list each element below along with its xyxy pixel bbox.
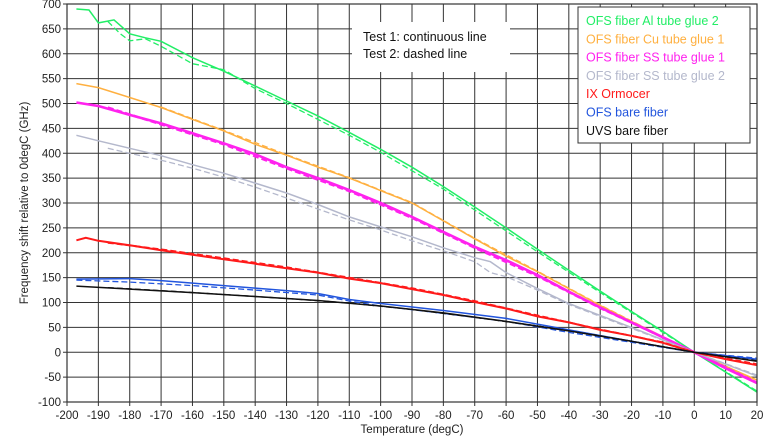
legend-entry: OFS fiber SS tube glue 1	[586, 51, 725, 65]
x-tick-label: -180	[118, 410, 141, 422]
x-tick-label: -50	[529, 410, 546, 422]
y-tick-label: 550	[42, 74, 61, 86]
series-line-test1-2	[76, 101, 758, 385]
x-tick-label: -10	[655, 410, 672, 422]
legend-entry: OFS bare fiber	[586, 106, 668, 120]
legend-entry: IX Ormocer	[586, 87, 650, 101]
x-tick-label: -160	[181, 410, 204, 422]
x-tick-label: -130	[275, 410, 298, 422]
series-line-test2-3	[107, 147, 758, 376]
x-tick-label: -20	[623, 410, 640, 422]
x-tick-label: -120	[306, 410, 329, 422]
note-test2: Test 2: dashed line	[363, 47, 467, 61]
y-tick-label: 250	[42, 223, 61, 235]
x-tick-label: -200	[55, 410, 78, 422]
x-tick-label: -100	[369, 410, 392, 422]
legend-entry: OFS fiber SS tube glue 2	[586, 69, 725, 83]
legend-entry: OFS fiber Cu tube glue 1	[586, 32, 724, 46]
x-tick-label: 10	[719, 410, 732, 422]
y-tick-label: 700	[42, 0, 61, 11]
series-line-test1-3	[76, 134, 758, 377]
y-axis-label: Frequency shift relative to 0degC (GHz)	[19, 102, 31, 305]
x-axis-label: Temperature (degC)	[361, 424, 464, 436]
series-line-test1-0	[76, 8, 758, 393]
x-tick-label: -140	[244, 410, 267, 422]
x-tick-label: -190	[87, 410, 110, 422]
y-tick-label: 650	[42, 24, 61, 36]
y-tick-label: 50	[48, 322, 61, 334]
series-line-test2-0	[107, 20, 758, 392]
y-tick-label: 500	[42, 99, 61, 111]
series-line-test1-6	[76, 285, 758, 362]
axes: -200 -190 -180 -170 -160 -150 -140 -130 -120 -110…	[38, 0, 763, 422]
x-tick-label: -40	[561, 410, 578, 422]
y-tick-label: -50	[44, 372, 61, 384]
y-tick-label: 200	[42, 248, 61, 260]
x-tick-label: -110	[338, 410, 360, 422]
y-tick-label: -100	[38, 397, 61, 409]
series-line-test2-6	[107, 286, 758, 362]
series-line-test1-4	[76, 236, 758, 367]
y-tick-label: 450	[42, 123, 61, 135]
y-tick-label: 400	[42, 148, 61, 160]
y-tick-label: 0	[55, 347, 61, 359]
x-tick-label: -70	[466, 410, 483, 422]
x-tick-label: -30	[592, 410, 609, 422]
x-tick-label: -90	[404, 410, 421, 422]
x-tick-label: 20	[751, 410, 764, 422]
legend: OFS fiber Al tube glue 2 OFS fiber Cu tub…	[577, 6, 751, 144]
test-note-box: Test 1: continuous line Test 2: dashed l…	[352, 22, 510, 72]
legend-entry: UVS bare fiber	[586, 124, 668, 138]
y-tick-label: 350	[42, 173, 61, 185]
y-tick-label: 600	[42, 49, 61, 61]
y-tick-label: 300	[42, 198, 61, 210]
series-line-test2-5	[76, 279, 758, 359]
legend-entry: OFS fiber Al tube glue 2	[586, 14, 719, 28]
y-tick-label: 100	[42, 298, 61, 310]
x-tick-label: -150	[212, 410, 235, 422]
plot-frame	[66, 3, 758, 403]
x-tick-label: -80	[435, 410, 452, 422]
series-lines	[76, 8, 758, 393]
y-tick-label: 150	[42, 273, 61, 285]
x-tick-label: -60	[498, 410, 515, 422]
series-line-test2-1	[160, 106, 758, 382]
x-tick-label: -170	[150, 410, 173, 422]
x-tick-label: 0	[691, 410, 697, 422]
note-test1: Test 1: continuous line	[363, 30, 487, 44]
